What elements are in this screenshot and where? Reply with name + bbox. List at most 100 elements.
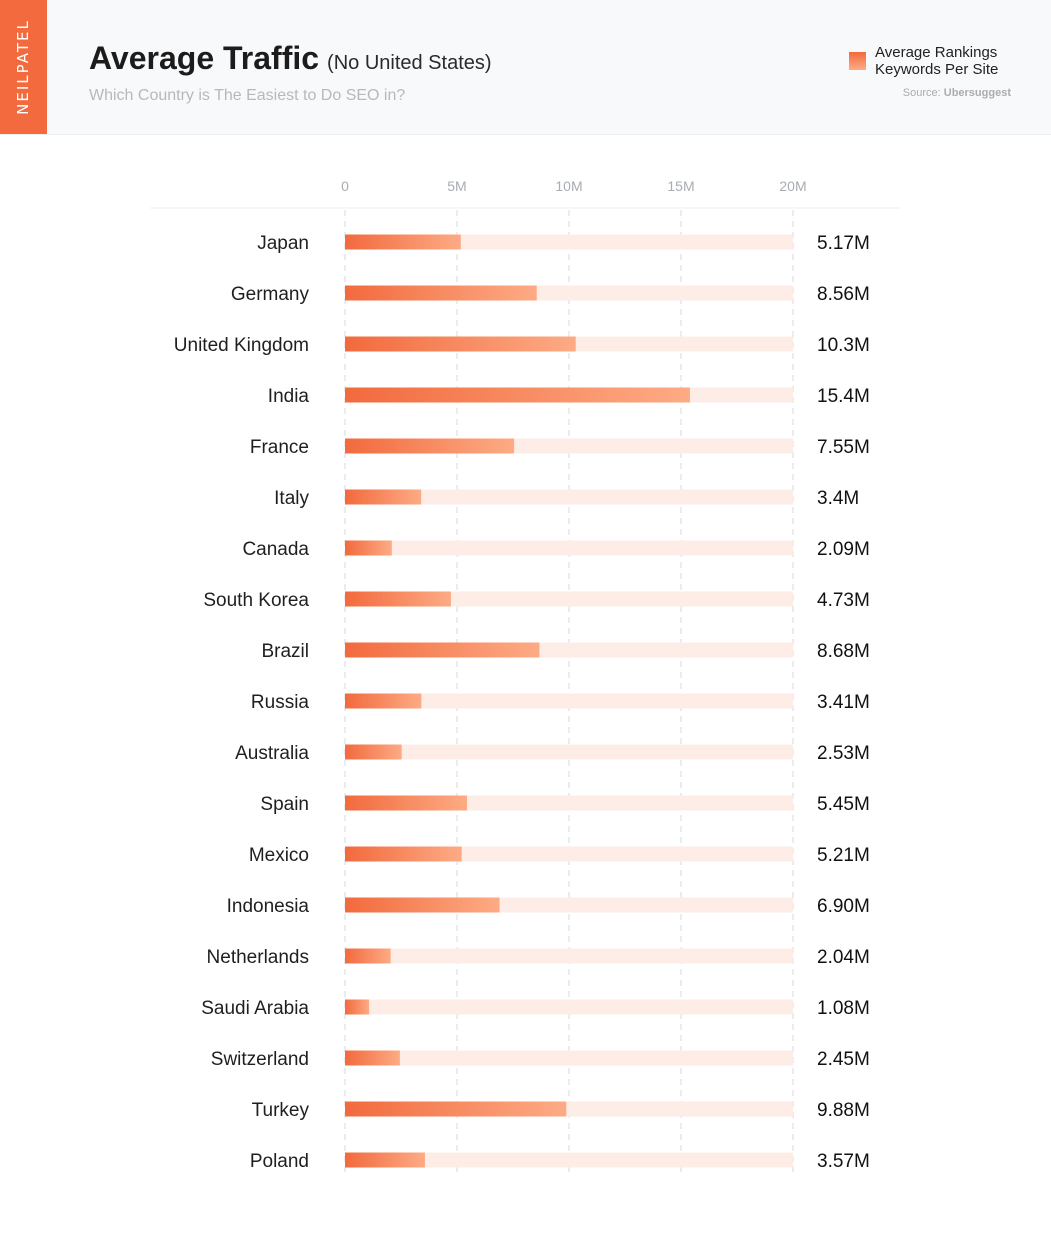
category-label: Switzerland — [211, 1049, 309, 1070]
bar-track — [345, 1050, 793, 1066]
value-label: 8.68M — [817, 641, 870, 662]
bar — [345, 1101, 567, 1117]
bar — [345, 234, 461, 250]
category-label: Indonesia — [227, 896, 310, 917]
bar — [345, 897, 500, 913]
value-label: 5.17M — [817, 233, 870, 254]
x-tick-label: 20M — [779, 178, 806, 194]
bar — [345, 744, 402, 760]
bar-row: Switzerland 2.45M — [211, 1049, 870, 1070]
bar — [345, 285, 537, 301]
x-tick-label: 0 — [341, 178, 349, 194]
value-label: 2.04M — [817, 947, 870, 968]
header: NEILPATEL Average Traffic (No United Stat… — [0, 0, 1051, 135]
x-axis: 0 5M 10M 15M 20M — [150, 178, 900, 1172]
bar — [345, 387, 690, 403]
value-label: 2.53M — [817, 743, 870, 764]
bar-row: Russia 3.41M — [251, 692, 870, 713]
category-label: Brazil — [261, 641, 309, 662]
bar-track — [345, 489, 793, 505]
bar-row: Australia 2.53M — [235, 743, 870, 764]
value-label: 5.21M — [817, 845, 870, 866]
bar-row: India 15.4M — [268, 386, 870, 407]
value-label: 3.41M — [817, 692, 870, 713]
category-label: Spain — [260, 794, 309, 815]
bar — [345, 489, 422, 505]
value-label: 4.73M — [817, 590, 870, 611]
value-label: 8.56M — [817, 284, 870, 305]
category-label: Saudi Arabia — [201, 998, 309, 1019]
bar-row: Poland 3.57M — [250, 1151, 870, 1172]
legend-swatch — [849, 52, 866, 70]
bars: Japan 5.17M Germany 8.56M United Kingdom 10.3… — [174, 233, 870, 1172]
bar-row: Saudi Arabia 1.08M — [201, 998, 870, 1019]
bar-track — [345, 744, 793, 760]
x-tick-label: 10M — [555, 178, 582, 194]
bar — [345, 795, 468, 811]
bar-track — [345, 948, 793, 964]
bar-row: Canada 2.09M — [242, 539, 869, 560]
bar — [345, 642, 540, 658]
bar-row: France 7.55M — [250, 437, 870, 458]
value-label: 3.4M — [817, 488, 859, 509]
category-label: Turkey — [252, 1100, 310, 1121]
bar-row: Germany 8.56M — [231, 284, 870, 305]
source-prefix: Source: — [902, 87, 941, 99]
bar — [345, 999, 370, 1015]
bar-row: Italy 3.4M — [274, 488, 859, 509]
bar — [345, 846, 462, 862]
bar-row: Brazil 8.68M — [261, 641, 869, 662]
bar-row: Netherlands 2.04M — [207, 947, 870, 968]
title-row: Average Traffic (No United States) — [89, 40, 492, 77]
bar — [345, 693, 422, 709]
category-label: France — [250, 437, 309, 458]
brand-strip: NEILPATEL — [0, 0, 47, 134]
category-label: Poland — [250, 1151, 309, 1172]
chart-subtitle: Which Country is The Easiest to Do SEO i… — [89, 87, 406, 104]
category-label: Italy — [274, 488, 309, 509]
bar-row: Mexico 5.21M — [249, 845, 870, 866]
category-label: South Korea — [203, 590, 309, 611]
category-label: Germany — [231, 284, 310, 305]
source-name: Ubersuggest — [943, 87, 1011, 99]
bar — [345, 438, 515, 454]
bar — [345, 948, 391, 964]
bar — [345, 336, 576, 352]
bar-row: Japan 5.17M — [257, 233, 870, 254]
bar-track — [345, 999, 793, 1015]
value-label: 2.45M — [817, 1049, 870, 1070]
value-label: 3.57M — [817, 1151, 870, 1172]
bar-track — [345, 1152, 793, 1168]
bar — [345, 540, 392, 556]
value-label: 15.4M — [817, 386, 870, 407]
value-label: 1.08M — [817, 998, 870, 1019]
category-label: Mexico — [249, 845, 309, 866]
bar-row: Spain 5.45M — [260, 794, 869, 815]
bar — [345, 1152, 425, 1168]
value-label: 2.09M — [817, 539, 870, 560]
category-label: India — [268, 386, 310, 407]
category-label: Australia — [235, 743, 309, 764]
value-label: 9.88M — [817, 1100, 870, 1121]
bar-track — [345, 693, 793, 709]
category-label: United Kingdom — [174, 335, 309, 356]
value-label: 6.90M — [817, 896, 870, 917]
bar-track — [345, 591, 793, 607]
bar-row: United Kingdom 10.3M — [174, 335, 870, 356]
source-note: Source: Ubersuggest — [903, 87, 1011, 99]
category-label: Japan — [257, 233, 309, 254]
value-label: 5.45M — [817, 794, 870, 815]
legend-label-line1: Average Rankings — [875, 44, 998, 61]
category-label: Canada — [242, 539, 309, 560]
bar-track — [345, 540, 793, 556]
chart-title: Average Traffic — [89, 40, 320, 76]
bar-row: South Korea 4.73M — [203, 590, 869, 611]
chart-title-note: (No United States) — [327, 52, 492, 74]
x-tick-label: 5M — [447, 178, 466, 194]
value-label: 7.55M — [817, 437, 870, 458]
bar — [345, 591, 451, 607]
x-tick-label: 15M — [667, 178, 694, 194]
bar-row: Indonesia 6.90M — [227, 896, 870, 917]
bar-row: Turkey 9.88M — [252, 1100, 870, 1121]
